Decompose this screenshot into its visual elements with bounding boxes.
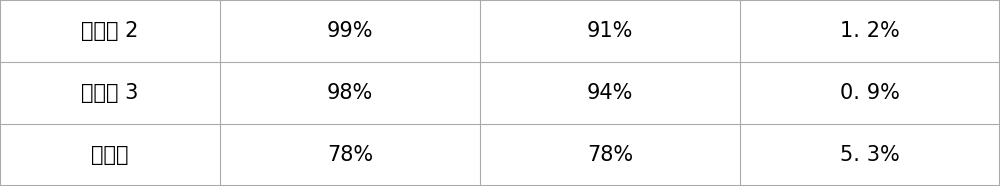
Text: 99%: 99% [327,21,373,41]
Text: 91%: 91% [587,21,633,41]
Text: 对比例: 对比例 [91,145,129,165]
Text: 实施例 2: 实施例 2 [81,21,139,41]
Text: 94%: 94% [587,83,633,103]
Text: 实施例 3: 实施例 3 [81,83,139,103]
Text: 1. 2%: 1. 2% [840,21,900,41]
Text: 98%: 98% [327,83,373,103]
Text: 78%: 78% [327,145,373,165]
Text: 0. 9%: 0. 9% [840,83,900,103]
Text: 78%: 78% [587,145,633,165]
Text: 5. 3%: 5. 3% [840,145,900,165]
